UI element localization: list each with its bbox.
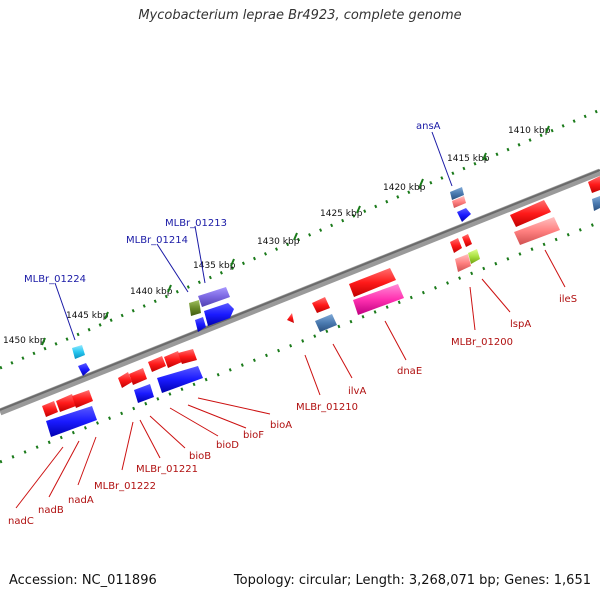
cds-bioA[interactable] bbox=[157, 366, 203, 393]
cds-ileS[interactable] bbox=[510, 200, 551, 227]
label-MLBr_01210: MLBr_01210 bbox=[296, 402, 358, 413]
cds-dnaE-pink[interactable] bbox=[353, 284, 404, 315]
cds-bio-4[interactable] bbox=[118, 372, 132, 388]
cds-nadA[interactable] bbox=[46, 406, 97, 437]
label-bioB: bioB bbox=[189, 451, 211, 462]
label-dnaE: dnaE bbox=[397, 366, 422, 377]
label-MLBr_01214: MLBr_01214 bbox=[126, 235, 188, 246]
kbp-label-1440: 1440 kbp bbox=[130, 287, 173, 297]
cds-MLBr_01213-blue[interactable] bbox=[204, 303, 234, 326]
cds-ansA-blue[interactable] bbox=[457, 208, 471, 222]
cds-MLBr_01200-lime[interactable] bbox=[468, 249, 480, 264]
label-bioA: bioA bbox=[270, 420, 292, 431]
genome-backbone bbox=[0, 168, 600, 416]
label-nadC: nadC bbox=[8, 516, 34, 527]
kbp-label-1435: 1435 kbp bbox=[193, 261, 236, 271]
label-MLBr_01221: MLBr_01221 bbox=[136, 464, 198, 475]
label-ileS: ileS bbox=[559, 294, 577, 305]
kbp-label-1420: 1420 kbp bbox=[383, 183, 426, 193]
kbp-label-1430: 1430 kbp bbox=[257, 237, 300, 247]
cds-right-edge-steel[interactable] bbox=[592, 196, 600, 211]
cds-MLBr_01200[interactable] bbox=[455, 254, 471, 272]
outer-scale-ring bbox=[0, 108, 600, 370]
kbp-label-1445: 1445 kbp bbox=[66, 311, 109, 321]
cds-bio-5[interactable] bbox=[129, 368, 147, 385]
label-MLBr_01222: MLBr_01222 bbox=[94, 481, 156, 492]
cds-MLBr_01224[interactable] bbox=[72, 345, 85, 359]
label-bioD: bioD bbox=[216, 440, 239, 451]
cds-MLBr_01214[interactable] bbox=[189, 300, 201, 316]
genome-backbone-shadow bbox=[0, 169, 600, 411]
kbp-label-1450: 1450 kbp bbox=[3, 336, 46, 346]
cds-ansA-salmon[interactable] bbox=[452, 196, 466, 208]
cds-nad-3[interactable] bbox=[72, 390, 93, 408]
cds-ilvA[interactable] bbox=[312, 297, 330, 313]
cds-lspA[interactable] bbox=[450, 238, 462, 253]
cds-ileS-salmon[interactable] bbox=[514, 217, 560, 245]
cds-lspA-2[interactable] bbox=[462, 234, 472, 247]
label-MLBr_01213: MLBr_01213 bbox=[165, 218, 227, 229]
kbp-label-1415: 1415 kbp bbox=[447, 154, 490, 164]
kbp-label-1425: 1425 kbp bbox=[320, 209, 363, 219]
bottom-leaders bbox=[15, 249, 566, 509]
cds-nad-1[interactable] bbox=[42, 401, 58, 417]
cds-dnaE[interactable] bbox=[349, 268, 396, 297]
cds-nad-2[interactable] bbox=[56, 394, 76, 412]
cds-MLBr_01210[interactable] bbox=[287, 313, 294, 323]
label-lspA: lspA bbox=[510, 319, 531, 330]
cds-bio-3[interactable] bbox=[178, 349, 197, 364]
cds-ilvA-steel[interactable] bbox=[315, 314, 337, 332]
map-title: Mycobacterium leprae Br4923, complete ge… bbox=[138, 8, 462, 23]
label-ilvA: ilvA bbox=[348, 386, 366, 397]
topology-text: Topology: circular; Length: 3,268,071 bp… bbox=[233, 573, 591, 588]
top-leaders bbox=[54, 131, 453, 341]
label-bioF: bioF bbox=[243, 430, 264, 441]
label-ansA: ansA bbox=[416, 121, 441, 132]
label-nadB: nadB bbox=[38, 505, 64, 516]
label-MLBr_01224: MLBr_01224 bbox=[24, 274, 86, 285]
label-nadA: nadA bbox=[68, 495, 94, 506]
cds-MLBr_01214-blue[interactable] bbox=[195, 317, 206, 332]
major-ticks bbox=[41, 125, 550, 346]
label-MLBr_01200: MLBr_01200 bbox=[451, 337, 513, 348]
cds-bioB[interactable] bbox=[134, 384, 154, 403]
cds-MLBr_01213[interactable] bbox=[198, 287, 230, 307]
cds-bio-2[interactable] bbox=[164, 351, 182, 368]
kbp-label-1410: 1410 kbp bbox=[508, 126, 551, 136]
cds-MLBr_01224-blue[interactable] bbox=[78, 363, 90, 376]
cds-ansA-steel[interactable] bbox=[450, 187, 464, 200]
accession-text: Accession: NC_011896 bbox=[9, 573, 157, 588]
cds-right-edge-red[interactable] bbox=[588, 176, 600, 193]
cds-bio-1[interactable] bbox=[148, 356, 166, 372]
